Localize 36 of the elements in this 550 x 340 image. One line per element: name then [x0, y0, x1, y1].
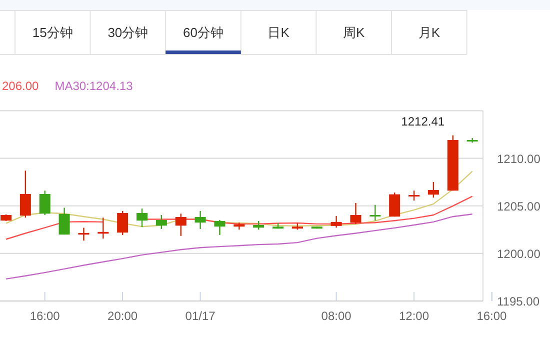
candlestick: [78, 227, 90, 242]
candlestick: [136, 208, 148, 228]
x-tick-label: 12:00: [398, 309, 430, 323]
candlestick: [408, 190, 420, 202]
candlestick: [330, 215, 342, 228]
text: 60分钟: [183, 25, 224, 40]
text: 15分钟: [32, 25, 73, 40]
line-series: [5, 214, 473, 280]
y-tick-label: 1195.00: [497, 294, 540, 308]
candlestick: [389, 192, 400, 218]
candlestick: [156, 214, 167, 230]
y-tick-label: 1210.00: [497, 152, 541, 166]
y-tick-label: 1205.00: [497, 199, 541, 214]
text: 周K: [343, 25, 366, 40]
candlestick: [117, 210, 128, 236]
x-tick-label: 20:00: [108, 309, 138, 323]
candlestick: [370, 204, 381, 222]
text: MA30:1204.13: [54, 79, 134, 93]
candlestick: [214, 219, 226, 236]
text: 日K: [268, 25, 290, 40]
x-tick-label: 08:00: [321, 309, 352, 323]
text: 月K: [418, 25, 440, 40]
candlestick: [350, 202, 362, 225]
candlestick: [175, 213, 186, 237]
text: 206.00: [2, 79, 40, 93]
annotation: 1212.41: [401, 114, 445, 128]
candlestick: [39, 190, 50, 216]
text: 30分钟: [108, 25, 148, 40]
candlestick: [194, 210, 206, 230]
y-tick-label: 1200.00: [497, 246, 541, 261]
x-tick-label: 16:00: [30, 309, 60, 323]
candlestick: [58, 207, 70, 236]
candlestick: [20, 170, 31, 218]
x-tick-label: 01/17: [185, 309, 216, 323]
x-tick-label: 16:00: [476, 309, 508, 323]
candlestick: [428, 181, 439, 198]
